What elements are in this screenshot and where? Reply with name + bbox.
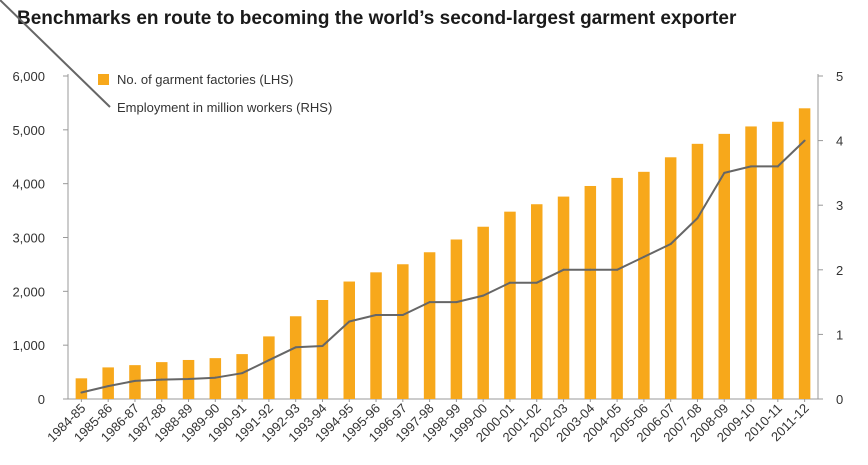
line-point — [589, 268, 592, 271]
right-tick-label: 4 — [836, 134, 843, 149]
bar — [504, 211, 516, 399]
bar — [664, 157, 677, 399]
bar — [370, 272, 382, 399]
line-point — [267, 359, 270, 362]
left-tick-label: 3,000 — [12, 231, 45, 246]
line-point — [107, 385, 110, 388]
line-point — [241, 372, 244, 375]
employment-line — [81, 139, 806, 394]
bar — [316, 300, 329, 399]
line-point — [562, 268, 565, 271]
line-point — [160, 378, 163, 381]
left-tick-label: 5,000 — [12, 123, 45, 138]
right-tick-label: 5 — [836, 69, 843, 84]
line-point — [80, 391, 83, 394]
bar — [638, 171, 650, 399]
bar — [75, 378, 88, 399]
line-point — [294, 346, 297, 349]
line-point — [133, 379, 136, 382]
line-point — [616, 268, 619, 271]
left-tick-label: 6,000 — [12, 69, 45, 84]
legend-swatch-employment — [0, 0, 111, 108]
line-point — [428, 301, 431, 304]
axes — [67, 74, 819, 400]
bar — [584, 185, 597, 399]
bar — [691, 143, 704, 399]
bar — [745, 126, 757, 399]
line-point — [401, 314, 404, 317]
bar — [289, 316, 302, 399]
line-point — [776, 165, 779, 168]
line-point — [482, 294, 485, 297]
line-series — [80, 139, 806, 394]
bar — [102, 367, 114, 399]
right-tick-label: 2 — [836, 263, 843, 278]
line-point — [348, 320, 351, 323]
bar — [343, 281, 355, 399]
bar — [423, 252, 436, 399]
right-tick-label: 0 — [836, 392, 843, 407]
line-point — [321, 345, 324, 348]
bar-series — [75, 108, 811, 400]
legend-swatch-factories — [98, 74, 109, 85]
bar — [263, 336, 275, 399]
bar — [397, 264, 409, 399]
bar — [129, 365, 141, 399]
left-tick-label: 2,000 — [12, 284, 45, 299]
bar — [611, 177, 623, 399]
right-tick-label: 1 — [836, 327, 843, 342]
right-tick-label: 3 — [836, 198, 843, 213]
line-point — [187, 377, 190, 380]
legend: No. of garment factories (LHS) Employmen… — [0, 0, 332, 115]
line-point — [214, 376, 217, 379]
bar — [477, 226, 489, 399]
legend-label-employment: Employment in million workers (RHS) — [117, 100, 332, 115]
left-tick-label: 4,000 — [12, 177, 45, 192]
left-axis-ticks: 0 1,000 2,000 3,000 4,000 5,000 6,000 — [12, 69, 68, 407]
right-axis-ticks: 0 1 2 3 4 5 — [818, 69, 843, 407]
chart-title: Benchmarks en route to becoming the worl… — [17, 8, 737, 29]
line-point — [455, 301, 458, 304]
line-point — [803, 139, 806, 142]
line-point — [642, 255, 645, 258]
line-point — [535, 281, 538, 284]
line-point — [508, 281, 511, 284]
bar — [236, 354, 248, 399]
line-point — [723, 171, 726, 174]
x-axis-ticks: 1984-851985-861986-871987-881988-891989-… — [44, 399, 812, 445]
bar — [798, 108, 811, 400]
bar — [718, 133, 730, 399]
line-point — [750, 165, 753, 168]
line-point — [696, 217, 699, 220]
left-tick-label: 0 — [38, 392, 45, 407]
line-point — [375, 314, 378, 317]
bar — [772, 121, 784, 399]
left-tick-label: 1,000 — [12, 338, 45, 353]
bar — [531, 204, 543, 399]
line-point — [669, 242, 672, 245]
bar — [557, 196, 570, 399]
bar — [450, 239, 463, 399]
legend-label-factories: No. of garment factories (LHS) — [117, 72, 293, 87]
